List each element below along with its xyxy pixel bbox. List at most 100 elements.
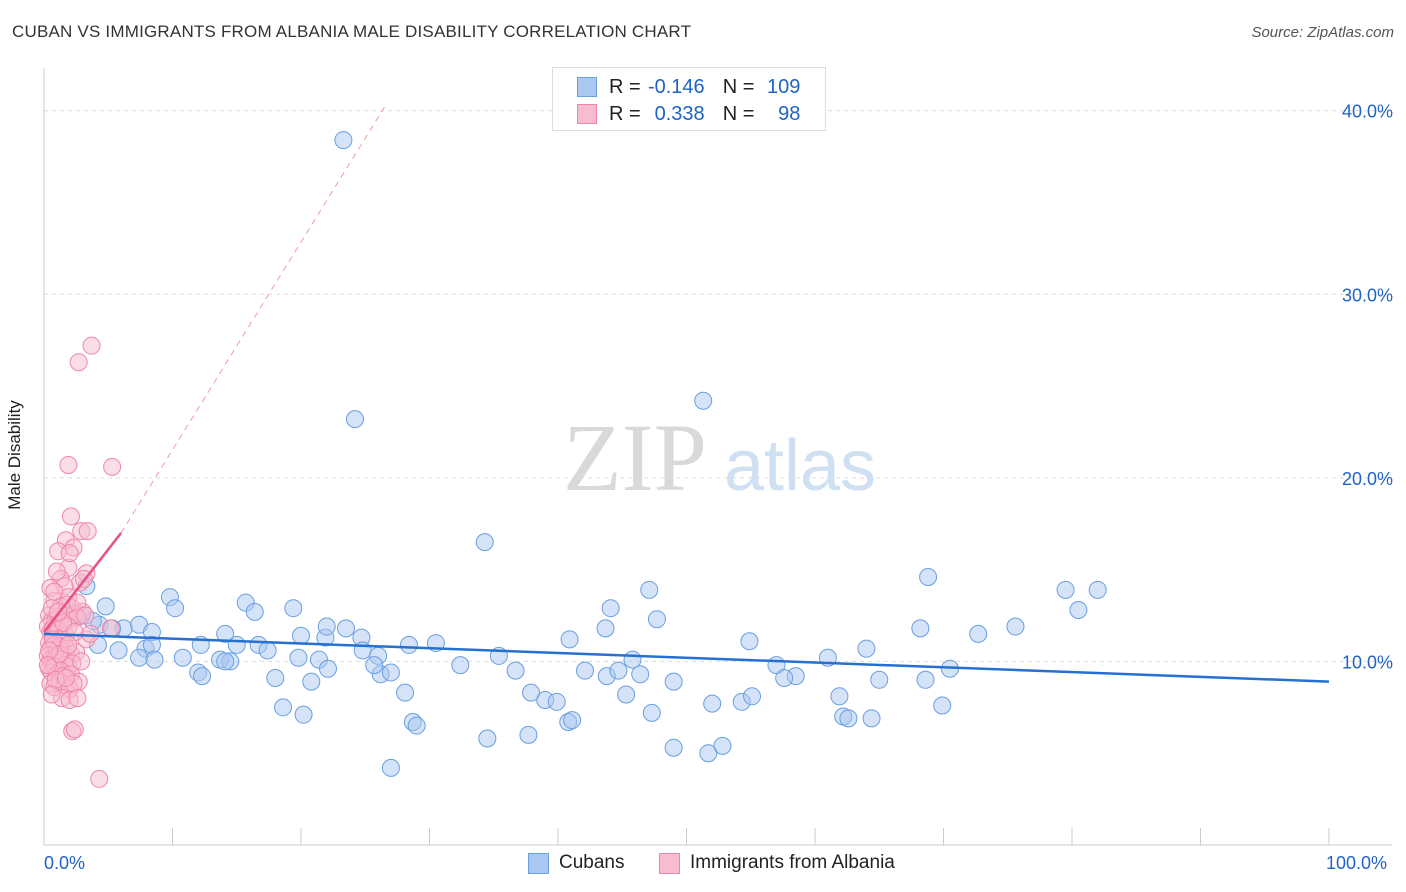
point-cubans (302, 672, 321, 691)
point-albania (68, 689, 87, 708)
stats-row-albania: R = 0.338 N = 98 (577, 101, 800, 127)
watermark-atlas: atlas (724, 426, 876, 506)
point-cubans (575, 661, 594, 680)
point-cubans (96, 597, 115, 616)
point-cubans (609, 661, 628, 680)
point-cubans (365, 656, 384, 675)
point-cubans (694, 391, 713, 410)
legend-item-cubans[interactable]: Cubans (528, 852, 625, 874)
point-cubans (318, 659, 337, 678)
point-cubans (266, 668, 285, 687)
point-cubans (334, 131, 353, 150)
n-value-albania: 98 (778, 102, 801, 125)
point-cubans (396, 683, 415, 702)
stats-row-cubans: R = -0.146 N = 109 (577, 74, 800, 100)
point-cubans (478, 729, 497, 748)
point-cubans (336, 619, 355, 638)
point-albania (78, 522, 97, 541)
point-cubans (933, 696, 952, 715)
point-albania (59, 635, 78, 654)
point-albania (60, 544, 79, 563)
point-cubans (703, 694, 722, 713)
point-cubans (216, 652, 235, 671)
trendline-cubans (43, 632, 1330, 683)
point-cubans (245, 602, 264, 621)
x-tick-label-max: 100.0% (1326, 853, 1388, 873)
point-cubans (563, 711, 582, 730)
y-tick-label: 20.0% (1342, 469, 1393, 489)
point-cubans (713, 736, 732, 755)
trendline-albania-extension (120, 106, 385, 534)
point-cubans (475, 533, 494, 552)
point-cubans (969, 624, 988, 643)
point-cubans (862, 709, 881, 728)
point-albania (101, 619, 120, 638)
point-albania (65, 720, 84, 739)
point-albania (81, 624, 100, 643)
point-cubans (743, 687, 762, 706)
y-tick-label: 10.0% (1342, 652, 1393, 672)
albania-legend-swatch (659, 852, 680, 874)
legend-label-cubans: Cubans (559, 852, 625, 873)
point-cubans (216, 624, 235, 643)
point-cubans (407, 716, 426, 735)
point-cubans (870, 670, 889, 689)
point-cubans (522, 683, 541, 702)
point-cubans (664, 738, 683, 757)
r-value-cubans: -0.146 (647, 75, 705, 98)
point-cubans (839, 709, 858, 728)
point-cubans (519, 725, 538, 744)
point-albania (42, 685, 61, 704)
point-cubans (617, 685, 636, 704)
point-cubans (381, 758, 400, 777)
n-value-cubans: 109 (767, 75, 801, 98)
y-tick-label: 40.0% (1342, 102, 1393, 122)
watermark-zip: ZIP (563, 404, 707, 511)
r-value-albania: 0.338 (654, 102, 705, 125)
point-albania (90, 769, 109, 788)
point-cubans (664, 672, 683, 691)
point-cubans (631, 665, 650, 684)
point-cubans (740, 632, 759, 651)
point-cubans (166, 599, 185, 618)
grid-layer (44, 110, 1392, 662)
point-cubans (294, 705, 313, 724)
point-albania (103, 457, 122, 476)
point-cubans (857, 639, 876, 658)
point-cubans (227, 635, 246, 654)
point-cubans (596, 619, 615, 638)
series-legend: Cubans Immigrants from Albania (0, 852, 1406, 878)
point-cubans (1088, 580, 1107, 599)
stats-legend: R = -0.146 N = 109 R = 0.338 N = 98 (552, 67, 826, 131)
trend-layer (43, 106, 1330, 683)
point-albania (69, 353, 88, 372)
albania-swatch (577, 104, 597, 124)
point-cubans (173, 648, 192, 667)
point-albania (56, 668, 75, 687)
point-cubans (1006, 617, 1025, 636)
point-cubans (699, 744, 718, 763)
point-cubans (145, 650, 164, 669)
point-cubans (775, 668, 794, 687)
point-cubans (830, 687, 849, 706)
point-cubans (911, 619, 930, 638)
point-cubans (1056, 580, 1075, 599)
point-cubans (506, 661, 525, 680)
n-label: N = (722, 102, 755, 125)
legend-label-albania: Immigrants from Albania (690, 852, 895, 873)
point-cubans (345, 410, 364, 429)
point-cubans (130, 648, 149, 667)
point-albania (82, 336, 101, 355)
point-cubans (451, 656, 470, 675)
source-label: Source: ZipAtlas.com (1251, 24, 1394, 41)
point-cubans (1069, 601, 1088, 620)
point-cubans (560, 630, 579, 649)
point-cubans (647, 610, 666, 629)
r-label: R = (609, 102, 641, 125)
point-cubans (623, 650, 642, 669)
point-cubans (317, 617, 336, 636)
legend-item-albania[interactable]: Immigrants from Albania (659, 852, 895, 874)
point-cubans (258, 641, 277, 660)
point-cubans (919, 567, 938, 586)
